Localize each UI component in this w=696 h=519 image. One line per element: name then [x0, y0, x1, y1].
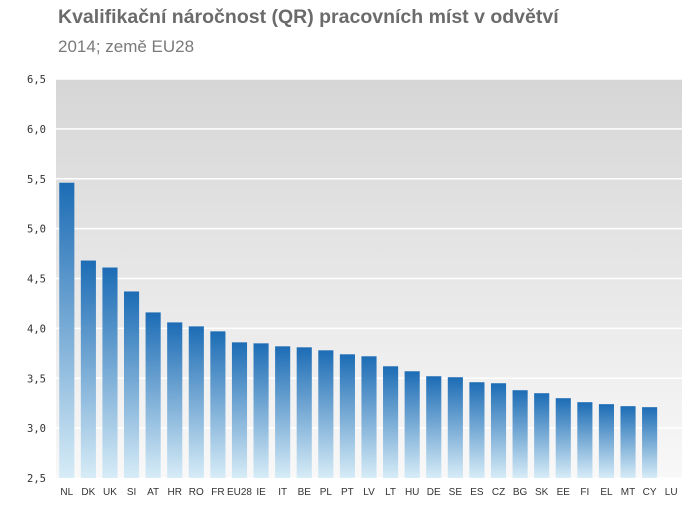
bar-pl [318, 350, 334, 478]
bar-sk [534, 393, 550, 478]
bar-at [145, 312, 161, 478]
bar-de [426, 376, 442, 478]
y-tick-label: 4,0 [27, 323, 46, 335]
bar-lt [383, 366, 399, 478]
y-tick-label: 3,0 [27, 423, 46, 435]
bar-hu [404, 371, 420, 478]
chart-title: Kvalifikační náročnost (QR) pracovních m… [58, 6, 559, 28]
bar-fr [210, 331, 226, 478]
x-tick-label-sk: SK [535, 487, 549, 498]
bar-it [275, 346, 291, 478]
bar-fi [577, 402, 593, 478]
x-tick-label-it: IT [278, 487, 287, 498]
x-tick-label-pt: PT [341, 487, 354, 498]
x-tick-label-eu28: EU28 [227, 487, 252, 498]
x-tick-label-ro: RO [189, 487, 204, 498]
bar-dk [80, 260, 96, 478]
bar-ie [253, 343, 269, 478]
x-tick-label-lv: LV [363, 487, 375, 498]
x-tick-label-cz: CZ [492, 487, 505, 498]
x-tick-label-dk: DK [81, 487, 95, 498]
y-tick-label: 5,0 [27, 224, 46, 236]
bar-lv [361, 356, 377, 478]
bar-cz [490, 383, 507, 478]
y-tick-label: 5,5 [27, 174, 46, 186]
y-tick-label: 6,0 [27, 124, 46, 136]
x-tick-label-hr: HR [167, 487, 181, 498]
bar-ee [555, 398, 571, 478]
x-tick-label-uk: UK [103, 487, 117, 498]
x-tick-label-se: SE [449, 487, 463, 498]
x-tick-label-el: EL [600, 487, 613, 498]
bar-el [598, 404, 614, 478]
bar-be [296, 347, 312, 478]
x-tick-label-fi: FI [580, 487, 589, 498]
x-tick-label-fr: FR [211, 487, 224, 498]
x-tick-label-hu: HU [405, 487, 419, 498]
bar-eu28 [231, 342, 248, 478]
y-tick-label: 4,5 [27, 274, 46, 286]
bar-uk [102, 267, 118, 478]
bar-se [447, 377, 463, 478]
x-tick-label-lt: LT [385, 487, 396, 498]
x-tick-label-at: AT [147, 487, 159, 498]
bar-cy [642, 407, 658, 478]
x-tick-label-nl: NL [60, 487, 73, 498]
x-tick-label-de: DE [427, 487, 441, 498]
y-tick-label: 3,5 [27, 373, 46, 385]
bar-ro [188, 326, 204, 478]
x-tick-label-bg: BG [513, 487, 528, 498]
bar-bg [512, 390, 528, 478]
x-tick-label-cy: CY [643, 487, 657, 498]
bar-si [124, 291, 140, 478]
x-tick-label-lu: LU [665, 487, 678, 498]
bar-mt [620, 406, 636, 478]
x-tick-label-si: SI [127, 487, 136, 498]
x-tick-label-es: ES [470, 487, 484, 498]
bar-pt [339, 354, 355, 478]
bar-nl [59, 182, 75, 479]
x-tick-label-pl: PL [320, 487, 333, 498]
x-tick-label-ee: EE [557, 487, 571, 498]
x-tick-label-ie: IE [256, 487, 266, 498]
chart-subtitle: 2014; země EU28 [58, 37, 195, 56]
x-tick-label-mt: MT [621, 487, 635, 498]
bar-es [469, 382, 485, 478]
bar-hr [167, 322, 183, 478]
y-tick-label: 2,5 [27, 473, 46, 485]
y-tick-label: 6,5 [27, 74, 46, 86]
x-tick-label-be: BE [298, 487, 312, 498]
